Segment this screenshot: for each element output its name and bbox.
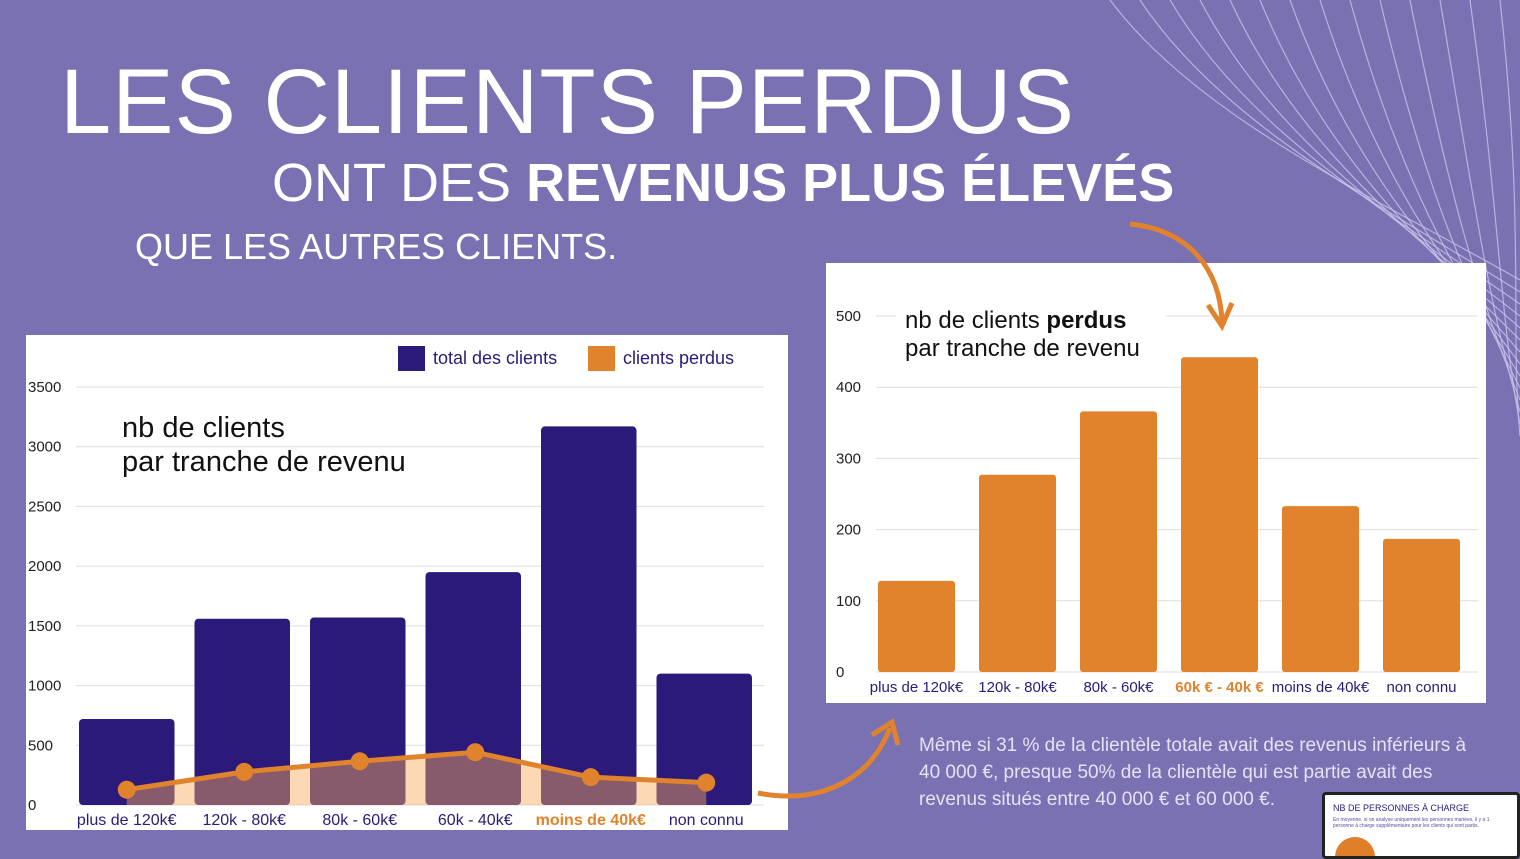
- bar-lost-clients: [1181, 357, 1258, 672]
- y-tick-label: 1500: [28, 618, 61, 635]
- title-background: [896, 293, 1166, 368]
- lost-clients-chart: 0 100 200 300 400 500 nb de clients perdus par …: [826, 263, 1486, 703]
- legend-swatch-lost: [588, 346, 615, 371]
- title-line-2: ONT DES REVENUS PLUS ÉLEVÉS: [272, 152, 1174, 214]
- x-tick-label: 120k - 80k€: [202, 812, 286, 829]
- x-tick-label: non connu: [1386, 679, 1456, 696]
- y-tick-label: 100: [836, 593, 861, 610]
- y-tick-label: 1000: [28, 678, 61, 695]
- x-tick-label: non connu: [669, 812, 744, 829]
- y-tick-label: 500: [836, 308, 861, 325]
- area-lost-clients: [126, 752, 707, 805]
- x-tick-label: 60k - 40k€: [438, 812, 513, 829]
- bar-total-clients: [79, 719, 175, 805]
- chart-title: nb de clients perdus: [905, 307, 1126, 334]
- bar-total-clients: [541, 426, 637, 805]
- y-tick-label: 300: [836, 450, 861, 467]
- decorative-curve: [1319, 0, 1520, 365]
- note-text: Même si 31 % de la clientèle totale avai…: [919, 735, 1467, 810]
- legend-label-lost: clients perdus: [623, 348, 734, 368]
- bar-total-clients: [425, 572, 521, 805]
- thumbnail-text: En moyenne, si on analyse uniquement les…: [1333, 817, 1490, 829]
- point-lost-clients: [117, 780, 136, 799]
- arrow-from-left-chart-icon: [757, 727, 893, 799]
- bar-lost-clients: [979, 474, 1056, 672]
- y-tick-label: 2000: [28, 558, 61, 575]
- point-lost-clients: [235, 762, 254, 781]
- y-tick-label: 3000: [28, 439, 61, 456]
- decorative-curve: [1109, 0, 1520, 281]
- y-tick-label: 500: [28, 737, 53, 754]
- y-tick-label: 400: [836, 379, 861, 396]
- thumbnail-icon: [1335, 837, 1375, 856]
- decorative-curve: [1439, 0, 1520, 413]
- line-lost-clients: [126, 749, 707, 793]
- point-lost-clients: [581, 768, 600, 787]
- point-lost-clients: [466, 743, 485, 762]
- point-lost-clients: [697, 773, 716, 792]
- next-slide-thumbnail[interactable]: NB DE PERSONNES À CHARGE En moyenne, si …: [1322, 792, 1520, 859]
- x-tick-label: moins de 40k€: [1272, 679, 1370, 696]
- y-tick-label: 0: [28, 797, 36, 814]
- decorative-curve: [1289, 0, 1520, 353]
- chart-title: par tranche de revenu: [122, 446, 406, 478]
- title-line-2-regular: ONT DES: [272, 153, 527, 213]
- title-line-3: QUE LES AUTRES CLIENTS.: [135, 226, 618, 267]
- legend-swatch-total: [398, 346, 425, 371]
- y-tick-label: 0: [836, 664, 844, 681]
- thumbnail-title: NB DE PERSONNES À CHARGE: [1333, 803, 1470, 813]
- bar-total-clients: [194, 618, 290, 805]
- x-tick-label: 60k € - 40k €: [1175, 679, 1264, 696]
- x-tick-label: plus de 120k€: [77, 812, 177, 829]
- chart-title-line-2: par tranche de revenu: [905, 335, 1140, 362]
- bar-total-clients: [656, 673, 752, 805]
- y-tick-label: 3500: [28, 379, 61, 396]
- x-tick-label: 120k - 80k€: [978, 679, 1057, 696]
- bar-lost-clients: [878, 580, 955, 672]
- title-line-2-bold: REVENUS PLUS ÉLEVÉS: [526, 153, 1175, 213]
- decorative-curve: [1469, 0, 1520, 425]
- bar-lost-clients: [1080, 411, 1157, 672]
- total-clients-chart: 0 500 1000 1500 2000 2500 3000 3500 plus de 120k…: [26, 335, 788, 830]
- legend-label-total: total des clients: [433, 348, 557, 368]
- bar-lost-clients: [1383, 538, 1460, 672]
- arrow-to-right-chart-icon: [1129, 221, 1225, 323]
- x-tick-label: 80k - 60k€: [1083, 679, 1154, 696]
- decorative-curve: [1499, 0, 1520, 437]
- x-tick-label: 80k - 60k€: [322, 812, 397, 829]
- x-tick-label: plus de 120k€: [870, 679, 964, 696]
- point-lost-clients: [350, 752, 369, 771]
- chart-title: nb de clients: [122, 412, 285, 444]
- y-tick-label: 200: [836, 522, 861, 539]
- y-tick-label: 2500: [28, 498, 61, 515]
- bar-lost-clients: [1282, 506, 1359, 672]
- decorative-curve: [1139, 0, 1520, 293]
- title-line-1: LES CLIENTS PERDUS: [60, 51, 1075, 153]
- decorative-curve: [1409, 0, 1520, 401]
- x-tick-label: moins de 40k€: [536, 812, 646, 829]
